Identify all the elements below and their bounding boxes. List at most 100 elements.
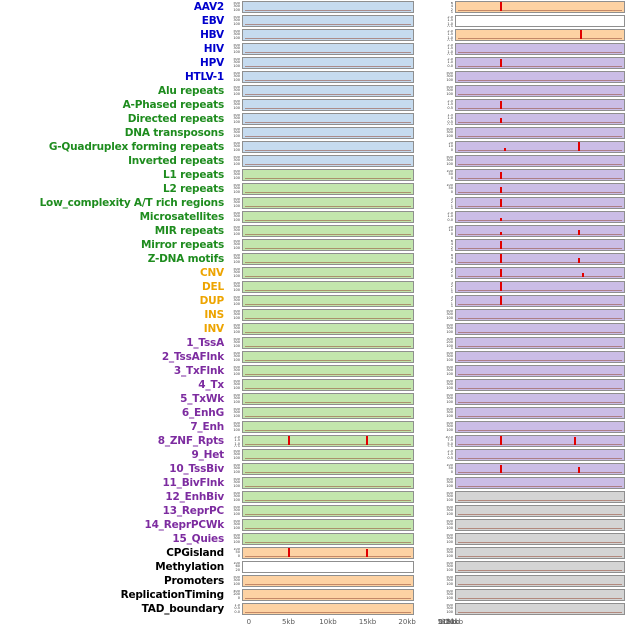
y-tick-label: 300: [446, 158, 453, 163]
y-tick-label: 500: [446, 71, 453, 75]
figure-row: Mirror repeats5003001006420: [0, 238, 630, 252]
right-y-axis-ticks: 500 300 100: [440, 604, 455, 615]
figure-row: INV 500 300 100 500 300 100: [0, 322, 630, 336]
right-track: [455, 253, 625, 265]
row-label: Directed repeats: [127, 113, 224, 125]
right-y-axis-ticks: 500 300 100: [440, 394, 455, 405]
row-label: HTLV-1: [184, 71, 224, 83]
left-y-axis-ticks: 100 60 20: [226, 562, 242, 573]
right-track: [455, 603, 625, 615]
right-y-axis-ticks: 500 300 100: [440, 324, 455, 335]
column-gap: [414, 392, 440, 406]
y-tick-label: 500: [233, 155, 240, 159]
y-tick-label: 1.5: [447, 18, 453, 22]
y-tick-label: 0: [450, 260, 453, 264]
y-tick-label: 500: [446, 477, 453, 481]
y-tick-label: 1.5: [234, 438, 240, 442]
right-track: [455, 71, 625, 83]
y-tick-label: 100: [233, 176, 240, 180]
y-tick-label: 100: [446, 512, 453, 516]
right-y-axis-ticks: 100 50 0: [440, 184, 455, 195]
column-gap: [414, 602, 440, 616]
y-tick-label: 1.0: [447, 21, 453, 26]
column-gap: [414, 476, 440, 490]
y-tick-label: 100: [446, 78, 453, 82]
y-tick-label: 300: [446, 480, 453, 485]
y-tick-label: 1.0: [447, 35, 453, 40]
right-y-axis-ticks: 500 300 100: [440, 156, 455, 167]
right-track: [455, 449, 625, 461]
y-tick-label: 100: [233, 470, 240, 474]
row-label: L1 repeats: [163, 169, 224, 181]
left-track: [242, 141, 414, 153]
y-tick-label: 500: [233, 197, 240, 201]
y-tick-label: 0.5: [447, 39, 453, 40]
row-label: 8_ZNF_Rpts: [157, 435, 224, 447]
left-y-axis-ticks: 500 300 100: [226, 16, 242, 27]
figure-row: CNV 500 300 100 4 2 0: [0, 266, 630, 280]
y-tick-label: 500: [446, 85, 453, 89]
y-tick-label: 500: [233, 169, 240, 173]
left-y-axis-ticks: 500 300 100: [226, 30, 242, 41]
y-tick-label: 500: [446, 519, 453, 523]
y-tick-label: 2.0: [447, 211, 453, 215]
column-gap: [414, 224, 440, 238]
figure-row: HPV 500 300 100 2.0 1.0 0.0: [0, 56, 630, 70]
figure-row: 3_TxFlnk 500 300 100 500 300 100: [0, 364, 630, 378]
signal-spike: [500, 436, 503, 445]
y-tick-label: 300: [446, 368, 453, 373]
y-tick-label: 300: [446, 74, 453, 79]
y-tick-label: 500: [233, 449, 240, 453]
y-tick-label: 2: [450, 245, 453, 250]
figure-row: Inverted repeats 500 300 100 500 300 100: [0, 154, 630, 168]
column-gap: [414, 448, 440, 462]
y-tick-label: 500: [446, 533, 453, 537]
left-track: [242, 183, 414, 195]
y-tick-label: 100: [233, 358, 240, 362]
right-track: [455, 407, 625, 419]
y-tick-label: 4: [450, 4, 453, 8]
y-tick-label: 1.5: [447, 32, 453, 36]
column-gap: [414, 574, 440, 588]
row-label: L2 repeats: [163, 183, 224, 195]
y-tick-label: 20: [448, 225, 453, 229]
y-tick-label: 300: [446, 424, 453, 429]
right-track: [455, 589, 625, 601]
column-gap: [414, 546, 440, 560]
y-tick-label: 100: [446, 540, 453, 544]
right-track: [455, 29, 625, 41]
column-gap: [414, 42, 440, 56]
y-tick-label: 300: [233, 508, 240, 513]
right-y-axis-ticks: 10.07.55.02.50.0: [440, 436, 455, 447]
right-y-axis-ticks: 500 300 100: [440, 534, 455, 545]
row-label: 11_BivFlnk: [162, 477, 224, 489]
left-y-axis-ticks: 500 300 100: [226, 114, 242, 125]
y-tick-label: 100: [446, 498, 453, 502]
right-track: [455, 85, 625, 97]
y-tick-label: 300: [233, 88, 240, 93]
row-label: 13_ReprPC: [162, 505, 225, 517]
y-tick-label: 300: [446, 550, 453, 555]
y-tick-label: 500: [233, 183, 240, 187]
figure-row: TAD_boundary 1.0 0.5 0.0 500 300 100: [0, 602, 630, 616]
left-y-axis-ticks: 500 300 100: [226, 380, 242, 391]
left-track: [242, 309, 414, 321]
y-tick-label: 2.0: [447, 57, 453, 61]
y-tick-label: 500: [233, 239, 240, 243]
right-y-axis-ticks: 6420: [440, 2, 455, 13]
signal-spike: [577, 229, 580, 235]
signal-spike: [287, 436, 290, 445]
right-y-axis-ticks: 500 300 100: [440, 478, 455, 489]
right-track: [455, 421, 625, 433]
left-track: [242, 491, 414, 503]
y-tick-label: 300: [233, 452, 240, 457]
right-track: [455, 561, 625, 573]
right-track: [455, 295, 625, 307]
y-tick-label: 1.0: [447, 116, 453, 120]
right-track: [455, 15, 625, 27]
figure-row: INS 500 300 100 500 300 100: [0, 308, 630, 322]
column-gap: [414, 126, 440, 140]
y-tick-label: 300: [446, 354, 453, 359]
y-tick-label: 500: [446, 309, 453, 313]
right-track: [455, 505, 625, 517]
